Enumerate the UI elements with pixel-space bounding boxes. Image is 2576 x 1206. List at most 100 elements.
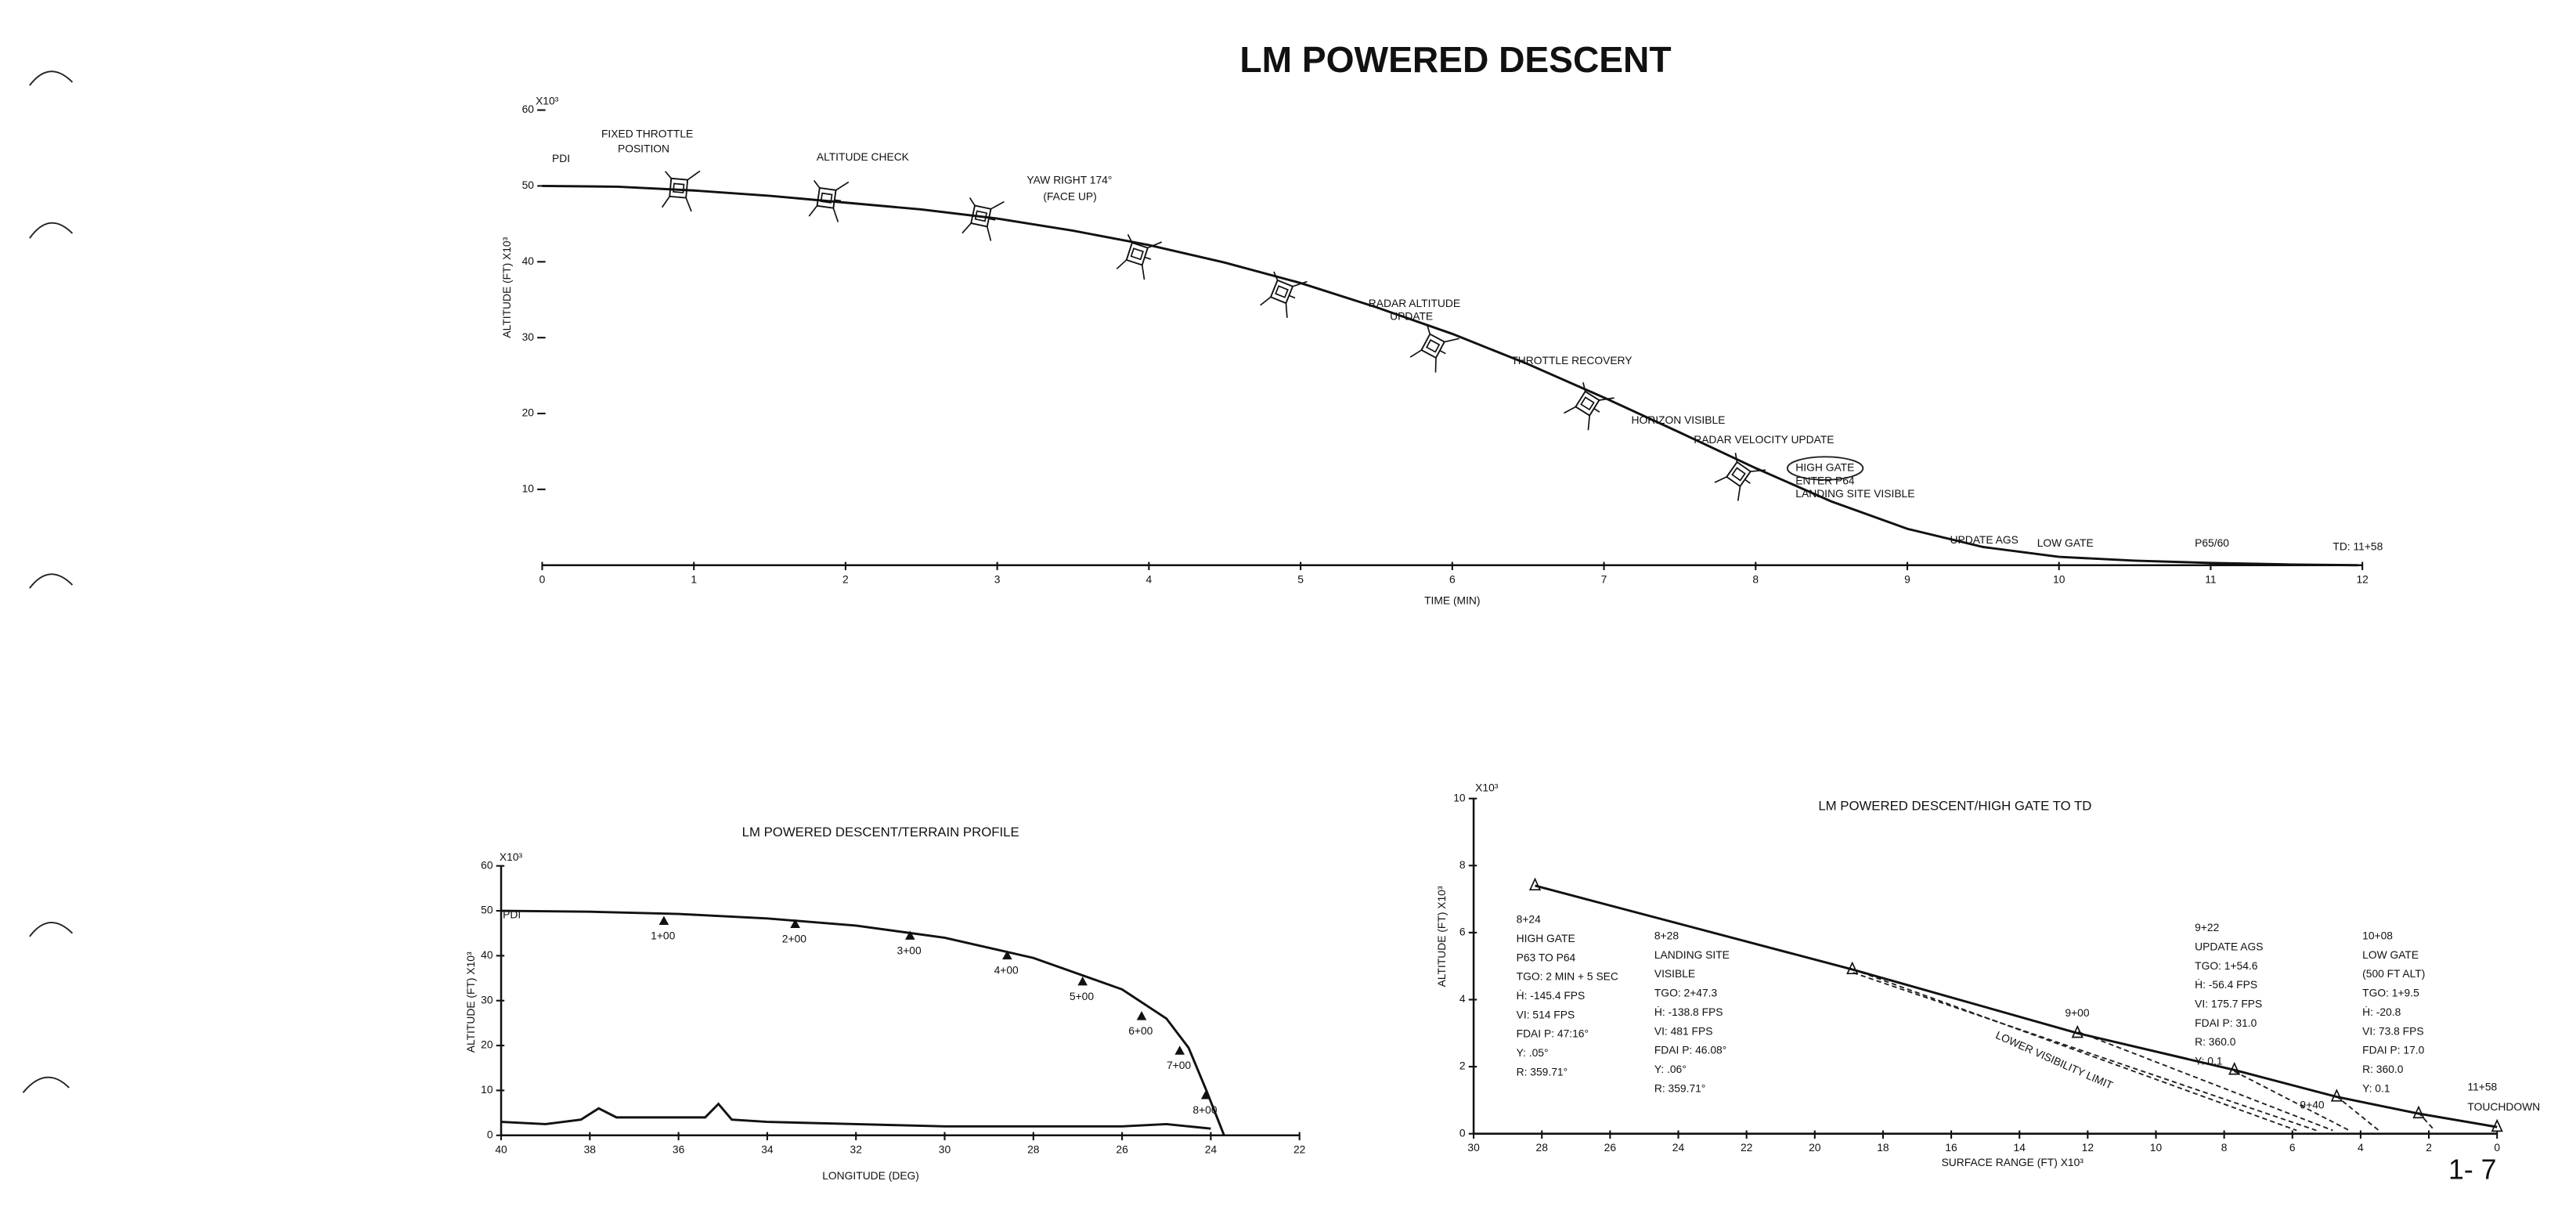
- x-tick-label: 12: [2082, 1141, 2094, 1154]
- x-tick-label: 10: [2053, 572, 2065, 585]
- annotation: ALTITUDE CHECK: [817, 150, 910, 163]
- annotation: FIXED THROTTLE: [601, 128, 693, 140]
- point-marker: [2412, 1105, 2425, 1119]
- lm-legs: [1714, 453, 1766, 501]
- note-line: FDAI P: 47:16°: [1517, 1027, 1589, 1040]
- annotation: HORIZON VISIBLE: [1632, 413, 1726, 426]
- note-line: R: 359.71°: [1654, 1081, 1706, 1094]
- x-tick-label: 3: [994, 572, 1001, 585]
- y-axis-unit: X10³: [1475, 782, 1499, 794]
- lm-body: [1575, 390, 1600, 417]
- annotation: UPDATE AGS: [1950, 533, 2019, 546]
- x-tick-label: 2: [2426, 1141, 2432, 1154]
- note-line: VI: 175.7 FPS: [2195, 997, 2262, 1009]
- note-line: LANDING SITE: [1654, 948, 1730, 961]
- binder-holes: [22, 70, 74, 1093]
- note-line: LOW GATE: [2362, 948, 2419, 961]
- x-tick-label: 24: [1672, 1141, 1685, 1154]
- x-tick-label: 26: [1116, 1143, 1128, 1155]
- y-tick-label: 10: [1453, 791, 1466, 803]
- x-tick-label: 0: [2494, 1141, 2500, 1154]
- page-number: 1- 7: [2448, 1154, 2496, 1185]
- chart-title: LM POWERED DESCENT/TERRAIN PROFILE: [742, 825, 1019, 840]
- lm-body: [1725, 460, 1752, 488]
- note-line: TGO: 2 MIN + 5 SEC: [1517, 970, 1618, 983]
- x-tick-label: 28: [1536, 1141, 1549, 1154]
- note-line: R: 360.0: [2362, 1063, 2404, 1075]
- x-tick-label: 32: [850, 1143, 862, 1155]
- time-marker-label: 1+00: [651, 929, 675, 941]
- y-tick-label: 10: [522, 482, 535, 495]
- y-tick-label: 6: [1459, 926, 1466, 938]
- lm-icon: [1714, 453, 1766, 501]
- x-tick-label: 4: [1146, 572, 1153, 585]
- annotation: POSITION: [618, 143, 669, 155]
- lm-legs: [1564, 382, 1615, 431]
- note-line: TGO: 1+9.5: [2362, 987, 2419, 999]
- y-tick-label: 40: [481, 948, 493, 961]
- y-tick-label: 8: [1459, 858, 1466, 871]
- time-marker-label: 2+00: [782, 932, 806, 944]
- y-tick-label: 60: [522, 103, 535, 115]
- note-line: FDAI P: 31.0: [2195, 1016, 2257, 1029]
- annotation: LOW GATE: [2037, 536, 2094, 549]
- note-line: Y: 0.1: [2362, 1081, 2390, 1094]
- x-tick-label: 38: [584, 1143, 597, 1155]
- x-tick-label: 26: [1604, 1141, 1617, 1154]
- lm-icon: [1260, 271, 1308, 318]
- note-line: TGO: 1+54.6: [2195, 959, 2258, 972]
- lm-icon: [808, 179, 850, 222]
- annotation: TD: 11+58: [2332, 540, 2383, 552]
- visibility-line: [1853, 968, 2297, 1132]
- y-tick-label: 30: [522, 330, 535, 343]
- lm-ascent: [1731, 467, 1746, 482]
- y-tick-label: 50: [481, 904, 493, 916]
- note-line: FDAI P: 46.08°: [1654, 1044, 1726, 1056]
- note-line: VISIBLE: [1654, 967, 1695, 980]
- hole-mark: [29, 573, 74, 589]
- x-tick-label: 6: [2289, 1141, 2296, 1154]
- lm-ascent: [673, 182, 685, 193]
- time-marker: [905, 930, 915, 940]
- annotation: PDI: [552, 152, 570, 164]
- annotation: RADAR VELOCITY UPDATE: [1694, 433, 1834, 446]
- x-tick-label: 22: [1741, 1141, 1752, 1154]
- time-marker: [790, 919, 800, 929]
- y-axis-label: ALTITUDE (FT) X10³: [500, 237, 513, 338]
- note-line: (500 FT ALT): [2362, 967, 2425, 980]
- lm-icon: [661, 170, 701, 212]
- x-tick-label: 30: [1467, 1141, 1480, 1154]
- x-tick-label: 11: [2205, 572, 2217, 585]
- y-tick-label: 40: [522, 255, 535, 267]
- y-tick-label: 0: [1459, 1126, 1466, 1139]
- annotation: RADAR ALTITUDE: [1369, 297, 1460, 309]
- y-tick-label: 4: [1459, 992, 1466, 1005]
- lm-icon: [1116, 234, 1163, 280]
- lm-legs: [661, 170, 701, 212]
- note-line: 10+08: [2362, 930, 2393, 942]
- x-tick-label: 30: [939, 1143, 951, 1155]
- y-tick-label: 10: [481, 1083, 493, 1096]
- hole-mark: [22, 1076, 70, 1093]
- visibility-line: [2417, 1111, 2436, 1132]
- time-marker-label: 3+00: [897, 944, 922, 956]
- x-tick-label: 16: [1945, 1141, 1957, 1154]
- annotation: LANDING SITE VISIBLE: [1795, 487, 1914, 500]
- note-line: FDAI P: 17.0: [2362, 1044, 2424, 1056]
- y-tick-label: 0: [487, 1128, 493, 1140]
- visibility-lines: [1853, 968, 2436, 1132]
- time-marker: [1136, 1011, 1147, 1020]
- x-tick-label: 2: [842, 572, 849, 585]
- point-marker: [2071, 1024, 2084, 1038]
- lm-body: [1269, 279, 1294, 305]
- y-tick-label: 30: [481, 993, 493, 1006]
- x-tick-label: 34: [761, 1143, 774, 1155]
- lm-body: [970, 204, 992, 228]
- annotation: 9+00: [2065, 1006, 2089, 1019]
- note-line: Y: .05°: [1517, 1046, 1549, 1059]
- chart-title: LM POWERED DESCENT/HIGH GATE TO TD: [1818, 799, 2091, 814]
- point-marker: [1528, 877, 1542, 891]
- y-tick-label: 20: [522, 406, 535, 419]
- time-marker: [1002, 950, 1012, 960]
- annotation: 9+40: [2300, 1099, 2324, 1111]
